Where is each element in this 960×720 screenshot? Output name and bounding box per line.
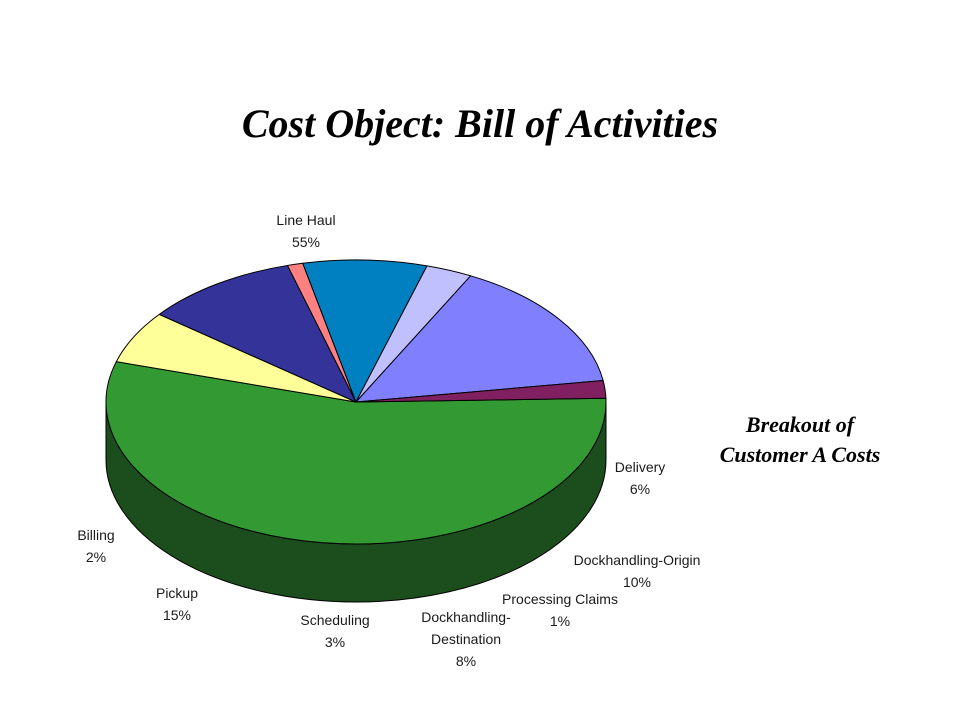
slide-title: Cost Object: Bill of Activities	[241, 101, 719, 146]
pie-label-6: Pickup 15%	[156, 585, 198, 623]
pie-slice-2	[158, 264, 357, 403]
pie-label-4: Dockhandling-Destination 8%	[421, 609, 511, 669]
pie-slice-0	[105, 361, 607, 545]
pie-labels: Line Haul 55% Delivery 6% Dockhandling-Origi…	[77, 212, 700, 669]
pie-slice-6	[355, 275, 604, 403]
pie-slice-7	[355, 380, 607, 403]
pie-label-1: Delivery 6%	[615, 459, 666, 497]
side-note-line-1: Breakout of	[745, 412, 855, 437]
pie-label-7: Billing 2%	[77, 527, 114, 565]
pie-slice-4	[302, 259, 428, 403]
pie-label-2: Dockhandling-Origin 10%	[574, 552, 701, 590]
pie-tops	[105, 259, 607, 545]
side-note: Breakout of Customer A Costs	[690, 410, 910, 470]
pie-label-5: Scheduling 3%	[300, 612, 369, 650]
side-note-line-2: Customer A Costs	[719, 442, 881, 467]
pie-label-3: Processing Claims 1%	[502, 591, 618, 629]
pie-label-0: Line Haul 55%	[276, 212, 335, 250]
